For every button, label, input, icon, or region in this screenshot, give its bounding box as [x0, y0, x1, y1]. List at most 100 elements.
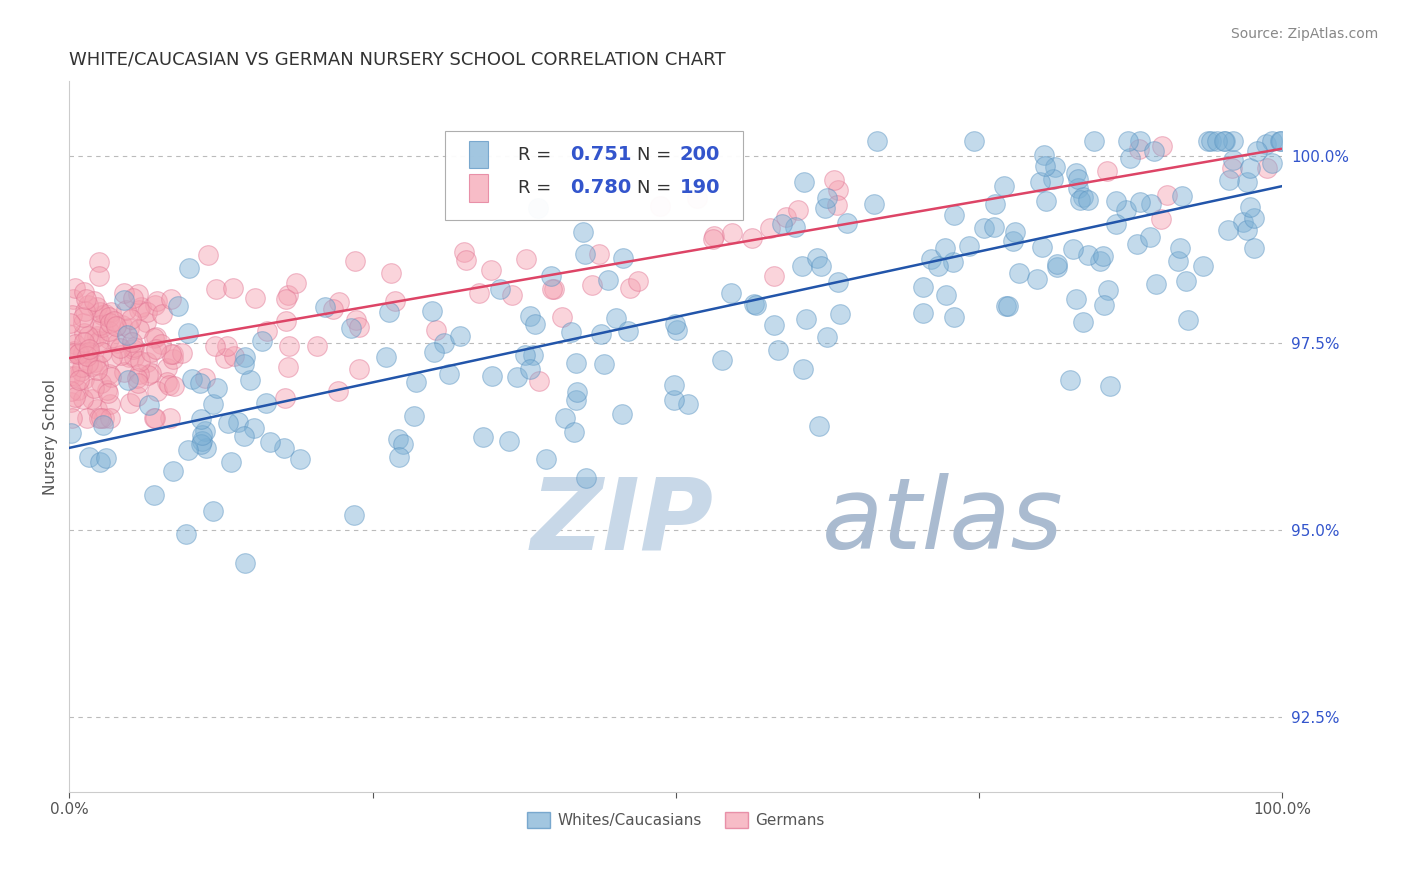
Point	[72, 316, 94, 330]
Point	[217, 416, 239, 430]
Point	[993, 178, 1015, 193]
Point	[347, 320, 370, 334]
Point	[201, 504, 224, 518]
Point	[118, 395, 141, 409]
Point	[378, 305, 401, 319]
Point	[1243, 211, 1265, 225]
Point	[60, 411, 83, 425]
Point	[581, 277, 603, 292]
Point	[1256, 161, 1278, 175]
Point	[97, 324, 120, 338]
Point	[256, 324, 278, 338]
Point	[814, 201, 837, 215]
Text: atlas: atlas	[821, 474, 1063, 570]
Text: R =: R =	[519, 145, 557, 163]
Point	[453, 245, 475, 260]
Point	[233, 557, 256, 571]
Point	[77, 345, 100, 359]
Point	[721, 227, 744, 241]
Point	[912, 306, 935, 320]
Point	[274, 391, 297, 405]
Point	[160, 292, 183, 306]
Point	[806, 252, 828, 266]
Point	[1090, 253, 1112, 268]
Point	[1129, 195, 1152, 210]
Point	[60, 308, 83, 322]
Point	[501, 288, 523, 302]
Point	[104, 319, 127, 334]
Point	[527, 375, 550, 389]
Point	[1032, 148, 1054, 162]
Point	[1261, 134, 1284, 148]
Point	[997, 299, 1019, 313]
Point	[762, 269, 785, 284]
Point	[790, 259, 813, 273]
Point	[471, 430, 494, 444]
Point	[243, 291, 266, 305]
Point	[145, 343, 167, 357]
Point	[96, 450, 118, 465]
Point	[149, 337, 172, 351]
Point	[127, 371, 149, 385]
Point	[650, 199, 672, 213]
Point	[1236, 176, 1258, 190]
Point	[1097, 283, 1119, 297]
Point	[76, 356, 98, 370]
Point	[1222, 153, 1244, 168]
Point	[83, 381, 105, 395]
Point	[449, 328, 471, 343]
Point	[1105, 218, 1128, 232]
Text: ZIP: ZIP	[530, 474, 713, 570]
Point	[1150, 212, 1173, 227]
Point	[284, 276, 307, 290]
Point	[783, 220, 806, 235]
Point	[1128, 142, 1150, 156]
Point	[1066, 171, 1088, 186]
Point	[162, 464, 184, 478]
Point	[1212, 134, 1234, 148]
Point	[405, 375, 427, 389]
Point	[122, 291, 145, 305]
Point	[1025, 271, 1047, 285]
FancyBboxPatch shape	[446, 131, 742, 220]
Point	[89, 304, 111, 318]
Point	[110, 347, 132, 361]
Point	[1004, 225, 1026, 239]
Point	[519, 361, 541, 376]
Point	[93, 411, 115, 425]
Point	[136, 305, 159, 319]
Point	[120, 311, 142, 326]
Point	[98, 397, 121, 411]
Point	[170, 346, 193, 360]
Point	[1071, 315, 1094, 329]
Point	[129, 300, 152, 314]
Point	[1218, 173, 1240, 187]
Point	[1042, 172, 1064, 186]
Point	[572, 225, 595, 239]
Point	[827, 275, 849, 289]
Point	[75, 293, 97, 307]
Point	[1144, 277, 1167, 291]
Text: N =: N =	[637, 145, 678, 163]
Point	[58, 359, 80, 374]
Point	[77, 450, 100, 465]
Point	[217, 339, 239, 353]
Point	[619, 281, 641, 295]
Point	[1059, 373, 1081, 387]
Point	[741, 231, 763, 245]
Point	[97, 385, 120, 400]
Point	[98, 316, 121, 330]
Point	[957, 239, 980, 253]
Point	[139, 366, 162, 380]
Point	[80, 359, 103, 374]
Point	[543, 282, 565, 296]
Point	[59, 426, 82, 441]
Point	[86, 363, 108, 377]
Point	[204, 339, 226, 353]
Point	[380, 266, 402, 280]
Point	[128, 367, 150, 381]
Point	[1046, 260, 1069, 274]
Point	[129, 354, 152, 368]
Point	[205, 282, 228, 296]
Point	[1115, 202, 1137, 217]
